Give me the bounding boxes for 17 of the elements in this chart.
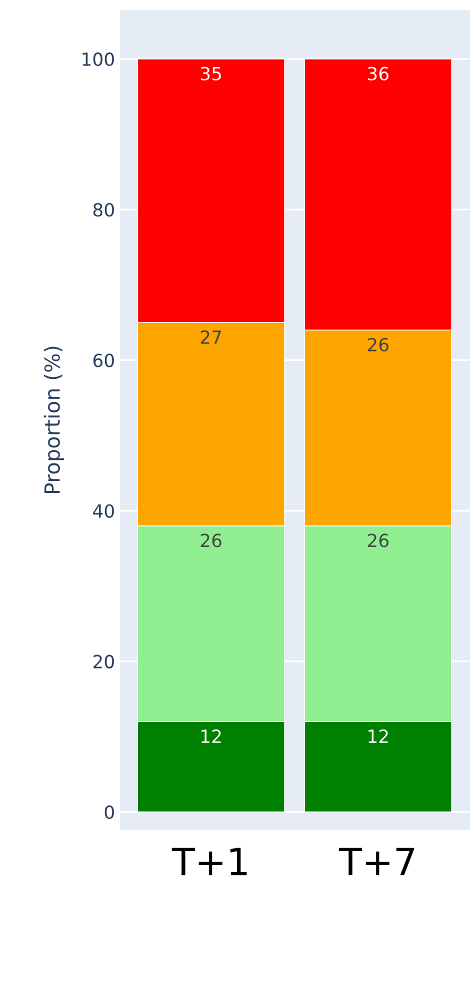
- data-label: 26: [200, 534, 222, 548]
- data-label: 12: [368, 729, 388, 743]
- data-label: 36: [368, 66, 388, 80]
- y-tick-label: 40: [93, 504, 114, 518]
- y-tick-label: 80: [93, 203, 114, 217]
- y-tick-label: 100: [82, 52, 114, 66]
- data-label: 26: [368, 338, 388, 352]
- data-label: 35: [200, 66, 221, 80]
- x-tick-label: T+7: [338, 848, 414, 876]
- data-label: 26: [368, 534, 388, 548]
- y-tick-label: 60: [93, 354, 114, 368]
- y-tick-label: 0: [104, 805, 114, 820]
- y-axis-title: Proportion (%): [44, 346, 64, 494]
- data-label: 12: [202, 729, 221, 743]
- x-tick-label: T+1: [172, 848, 247, 876]
- data-label: 27: [200, 330, 221, 344]
- y-tick-label: 20: [93, 654, 114, 668]
